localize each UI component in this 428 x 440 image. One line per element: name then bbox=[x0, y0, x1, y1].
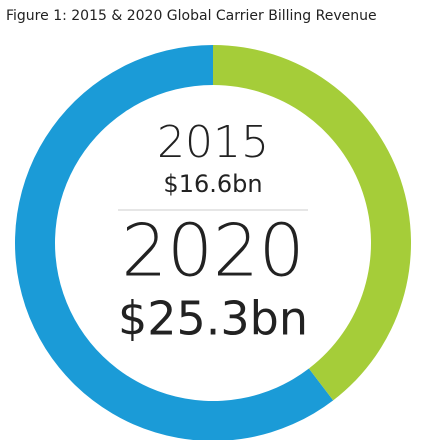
value-label: $16.6bn bbox=[163, 170, 262, 198]
donut-segment bbox=[213, 45, 411, 401]
category-label: 2015 bbox=[157, 117, 269, 168]
category-label: 2020 bbox=[121, 209, 304, 293]
chart-title: Figure 1: 2015 & 2020 Global Carrier Bil… bbox=[6, 8, 377, 24]
value-label: $25.3bn bbox=[118, 292, 308, 346]
donut-segment bbox=[15, 45, 334, 440]
